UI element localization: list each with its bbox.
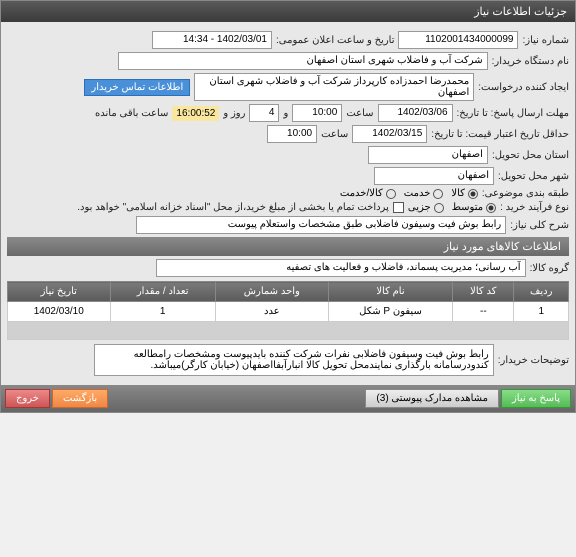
footer-toolbar: پاسخ به نیاز مشاهده مدارک پیوستی (3) باز… — [1, 385, 575, 412]
field-group: آب رسانی؛ مدیریت پسماند، فاضلاب و فعالیت… — [156, 259, 526, 277]
radio-small-item[interactable]: جزیی — [408, 202, 444, 213]
field-city: اصفهان — [374, 167, 494, 185]
payment-checkbox[interactable] — [393, 202, 404, 213]
label-req-number: شماره نیاز: — [522, 35, 569, 46]
label-payment-note: پرداخت تمام یا بخشی از مبلغ خرید،از محل … — [77, 202, 389, 213]
field-deadline-date: 1402/03/06 — [378, 104, 453, 122]
goods-info-title: اطلاعات کالاهای مورد نیاز — [7, 237, 569, 256]
label-group: گروه کالا: — [530, 263, 569, 274]
contact-buyer-button[interactable]: اطلاعات تماس خریدار — [84, 79, 190, 96]
label-time-1: ساعت — [346, 108, 373, 119]
cell-name: سیفون P شکل — [328, 302, 452, 322]
cell-qty: 1 — [110, 302, 215, 322]
content-area: شماره نیاز: 1102001434000099 تاریخ و ساع… — [1, 22, 575, 385]
label-buyer: نام دستگاه خریدار: — [492, 56, 569, 67]
col-unit: واحد شمارش — [215, 282, 328, 302]
radio-service-label: خدمت — [404, 188, 431, 199]
radio-small-label: جزیی — [408, 202, 431, 213]
radio-goods[interactable] — [468, 189, 478, 199]
row-process: نوع فرآیند خرید : متوسط جزیی پرداخت تمام… — [7, 202, 569, 213]
field-summary: رابط بوش فیت وسیفون فاضلابی طبق مشخصات و… — [136, 216, 506, 234]
table-empty-row — [8, 322, 569, 340]
label-time-2: ساعت — [321, 129, 348, 140]
main-window: جزئیات اطلاعات نیاز شماره نیاز: 11020014… — [0, 0, 576, 413]
field-buyer-desc: رابط بوش فیت وسیفون فاضلابی نفرات شرکت ک… — [94, 344, 494, 376]
field-location: اصفهان — [368, 146, 488, 164]
radio-service-item[interactable]: خدمت — [404, 188, 444, 199]
window-titlebar: جزئیات اطلاعات نیاز — [1, 1, 575, 22]
row-buyer: نام دستگاه خریدار: شرکت آب و فاضلاب شهری… — [7, 52, 569, 70]
radio-both[interactable] — [386, 189, 396, 199]
label-summary: شرح کلی نیاز: — [510, 220, 569, 231]
cell-date: 1402/03/10 — [8, 302, 111, 322]
field-creator: محمدرضا احمدزاده کارپرداز شرکت آب و فاضل… — [194, 73, 474, 101]
process-radio-group: متوسط جزیی — [408, 202, 496, 213]
field-validity-time: 10:00 — [267, 125, 317, 143]
category-radio-group: کالا خدمت کالا/خدمت — [340, 188, 478, 199]
row-validity: حداقل تاریخ اعتبار قیمت: تا تاریخ: 1402/… — [7, 125, 569, 143]
radio-goods-item[interactable]: کالا — [451, 188, 478, 199]
label-day: روز و — [223, 108, 245, 119]
table-header-row: ردیف کد کالا نام کالا واحد شمارش تعداد /… — [8, 282, 569, 302]
field-validity-date: 1402/03/15 — [352, 125, 427, 143]
label-creator: ایجاد کننده درخواست: — [478, 82, 569, 93]
field-req-number: 1102001434000099 — [398, 31, 518, 49]
back-button[interactable]: بازگشت — [52, 389, 108, 408]
row-location: استان محل تحویل: اصفهان — [7, 146, 569, 164]
row-category: طبقه بندی موضوعی: کالا خدمت کالا/خدمت — [7, 188, 569, 199]
attachments-button[interactable]: مشاهده مدارک پیوستی (3) — [365, 389, 499, 408]
goods-table: ردیف کد کالا نام کالا واحد شمارش تعداد /… — [7, 281, 569, 340]
col-row: ردیف — [514, 282, 569, 302]
radio-med-item[interactable]: متوسط — [452, 202, 496, 213]
exit-button[interactable]: خروج — [5, 389, 50, 408]
label-remaining: ساعت باقی مانده — [95, 108, 168, 119]
label-category: طبقه بندی موضوعی: — [482, 188, 569, 199]
window-title: جزئیات اطلاعات نیاز — [474, 6, 567, 18]
field-buyer: شرکت آب و فاضلاب شهری استان اصفهان — [118, 52, 488, 70]
radio-med[interactable] — [486, 203, 496, 213]
row-group: گروه کالا: آب رسانی؛ مدیریت پسماند، فاضل… — [7, 259, 569, 277]
row-buyer-desc: توضیحات خریدار: رابط بوش فیت وسیفون فاضل… — [7, 344, 569, 376]
field-days: 4 — [249, 104, 279, 122]
row-request-number: شماره نیاز: 1102001434000099 تاریخ و ساع… — [7, 31, 569, 49]
label-buyer-desc: توضیحات خریدار: — [498, 355, 569, 366]
radio-small[interactable] — [434, 203, 444, 213]
cell-code: -- — [453, 302, 514, 322]
empty-cell — [8, 322, 569, 340]
radio-both-item[interactable]: کالا/خدمت — [340, 188, 396, 199]
field-remaining-time: 16:00:52 — [172, 106, 219, 121]
row-deadline: مهلت ارسال پاسخ: تا تاریخ: 1402/03/06 سا… — [7, 104, 569, 122]
label-city: شهر محل تحویل: — [498, 171, 569, 182]
cell-row: 1 — [514, 302, 569, 322]
table-row[interactable]: 1 -- سیفون P شکل عدد 1 1402/03/10 — [8, 302, 569, 322]
row-summary: شرح کلی نیاز: رابط بوش فیت وسیفون فاضلاب… — [7, 216, 569, 234]
field-public-date: 1402/03/01 - 14:34 — [152, 31, 272, 49]
col-code: کد کالا — [453, 282, 514, 302]
col-date: تاریخ نیاز — [8, 282, 111, 302]
label-validity: حداقل تاریخ اعتبار قیمت: تا تاریخ: — [431, 129, 569, 140]
row-creator: ایجاد کننده درخواست: محمدرضا احمدزاده کا… — [7, 73, 569, 101]
label-location: استان محل تحویل: — [492, 150, 569, 161]
field-deadline-time: 10:00 — [292, 104, 342, 122]
reply-button[interactable]: پاسخ به نیاز — [501, 389, 571, 408]
label-process: نوع فرآیند خرید : — [500, 202, 569, 213]
col-qty: تعداد / مقدار — [110, 282, 215, 302]
radio-med-label: متوسط — [452, 202, 483, 213]
label-deadline: مهلت ارسال پاسخ: تا تاریخ: — [457, 108, 569, 119]
label-and: و — [283, 108, 288, 119]
label-public-date: تاریخ و ساعت اعلان عمومی: — [276, 35, 395, 46]
radio-service[interactable] — [433, 189, 443, 199]
radio-goods-label: کالا — [451, 188, 465, 199]
cell-unit: عدد — [215, 302, 328, 322]
row-city: شهر محل تحویل: اصفهان — [7, 167, 569, 185]
col-name: نام کالا — [328, 282, 452, 302]
radio-both-label: کالا/خدمت — [340, 188, 383, 199]
